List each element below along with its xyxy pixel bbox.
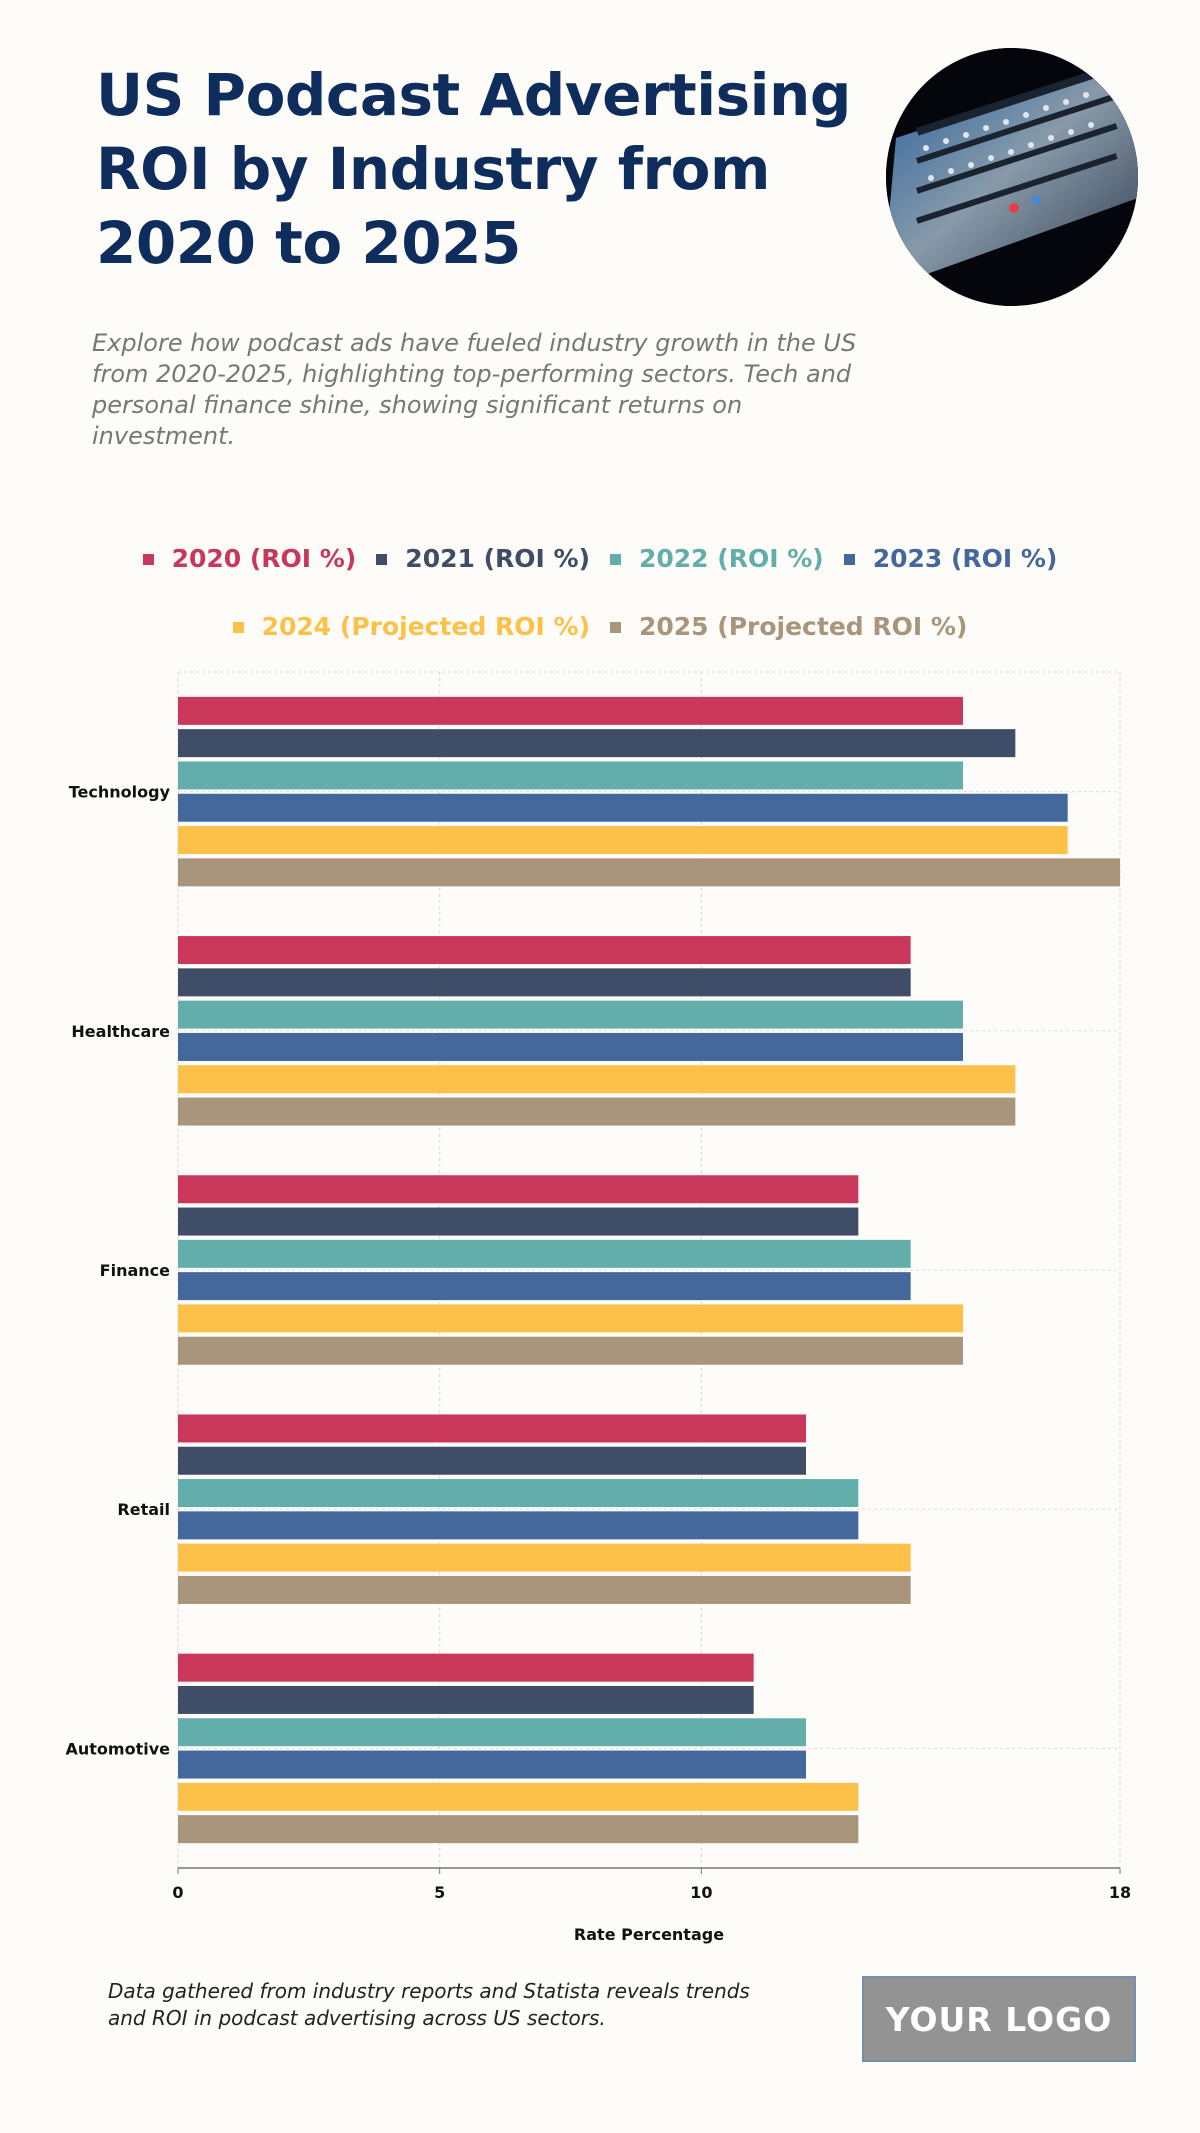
legend-swatch-2023	[843, 553, 855, 565]
legend-label-2022: 2022 (ROI %)	[639, 544, 824, 573]
bar-healthcare-4	[178, 1065, 1016, 1094]
logo-placeholder: YOUR LOGO	[862, 1976, 1136, 2062]
legend-label-2023: 2023 (ROI %)	[872, 544, 1058, 573]
x-tick-label: 10	[690, 1883, 712, 1902]
category-label: Technology	[69, 783, 171, 802]
category-label: Finance	[100, 1261, 170, 1280]
x-tick-label: 0	[172, 1883, 183, 1902]
bar-automotive-0	[178, 1653, 754, 1682]
bar-technology-1	[178, 729, 1016, 758]
legend-label-2024: 2024 (Projected ROI %)	[261, 612, 590, 641]
legend-label-2021: 2021 (ROI %)	[405, 544, 590, 573]
page-title: US Podcast Advertising ROI by Industry f…	[96, 61, 851, 277]
legend-item-2021: 2021 (ROI %)	[376, 540, 590, 578]
bar-finance-5	[178, 1336, 963, 1365]
x-tick-label: 18	[1109, 1883, 1131, 1902]
bar-healthcare-1	[178, 968, 911, 997]
bar-automotive-5	[178, 1815, 859, 1844]
bar-automotive-2	[178, 1718, 806, 1747]
legend-item-2022: 2022 (ROI %)	[610, 540, 824, 578]
bar-technology-5	[178, 858, 1120, 887]
bar-technology-4	[178, 826, 1068, 855]
bar-technology-3	[178, 793, 1068, 822]
bar-automotive-4	[178, 1782, 859, 1811]
bar-retail-3	[178, 1511, 859, 1540]
legend-swatch-2020	[142, 553, 154, 565]
chart-legend: 2020 (ROI %) 2021 (ROI %) 2022 (ROI %) 2…	[120, 540, 1080, 646]
page-subtitle: Explore how podcast ads have fueled indu…	[92, 329, 857, 450]
legend-label-2025: 2025 (Projected ROI %)	[639, 612, 968, 641]
legend-item-2023: 2023 (ROI %)	[843, 540, 1058, 578]
bar-retail-1	[178, 1446, 806, 1475]
legend-item-2020: 2020 (ROI %)	[142, 540, 357, 578]
bar-automotive-1	[178, 1685, 754, 1714]
x-tick-label: 5	[434, 1883, 445, 1902]
bar-finance-1	[178, 1207, 859, 1236]
bar-retail-2	[178, 1479, 859, 1508]
bar-automotive-3	[178, 1750, 806, 1779]
bar-retail-4	[178, 1543, 911, 1572]
bar-finance-0	[178, 1175, 859, 1204]
bar-healthcare-0	[178, 936, 911, 965]
bar-healthcare-2	[178, 1000, 963, 1029]
bar-finance-4	[178, 1304, 963, 1333]
legend-item-2024: 2024 (Projected ROI %)	[232, 608, 590, 646]
category-label: Retail	[117, 1500, 170, 1519]
bar-finance-3	[178, 1272, 911, 1301]
category-label: Healthcare	[71, 1022, 170, 1041]
footnote: Data gathered from industry reports and …	[108, 1979, 750, 2030]
bar-healthcare-5	[178, 1097, 1016, 1126]
bar-technology-2	[178, 761, 963, 790]
legend-label-2020: 2020 (ROI %)	[171, 544, 357, 573]
legend-item-2025: 2025 (Projected ROI %)	[610, 608, 967, 646]
legend-swatch-2021	[376, 553, 388, 565]
legend-swatch-2022	[610, 553, 621, 565]
bar-retail-0	[178, 1414, 806, 1443]
legend-swatch-2024	[232, 621, 244, 633]
bar-retail-5	[178, 1575, 911, 1604]
bar-healthcare-3	[178, 1032, 963, 1061]
bar-chart: Technology Healthcare Finance Retail Automot…	[66, 671, 1131, 1944]
x-axis-label: Rate Percentage	[574, 1925, 724, 1944]
bar-technology-0	[178, 696, 963, 725]
category-label: Automotive	[66, 1739, 171, 1758]
mixing-console-image	[886, 48, 1138, 306]
bar-finance-2	[178, 1239, 911, 1268]
legend-swatch-2025	[610, 621, 621, 633]
